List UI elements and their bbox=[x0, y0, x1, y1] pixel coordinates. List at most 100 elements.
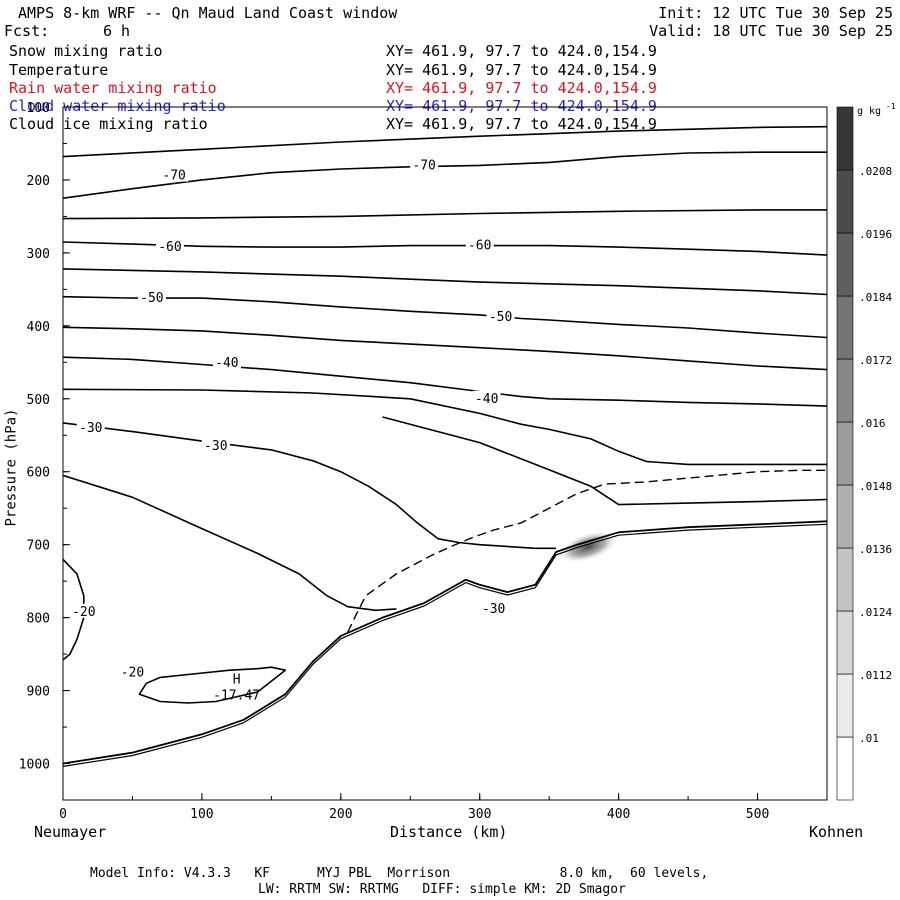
terrain-line-lower bbox=[63, 523, 827, 767]
isotherm-contour bbox=[63, 474, 397, 612]
y-axis-title: Pressure (hPa) bbox=[3, 408, 20, 527]
colorbar-segment bbox=[836, 673, 854, 738]
colorbar-label: .0112 bbox=[859, 669, 892, 682]
legend-name-rain: Rain water mixing ratio bbox=[9, 79, 217, 97]
y-tick-label: 1000 bbox=[19, 758, 50, 773]
y-tick-label: 400 bbox=[27, 320, 50, 335]
colorbar-label: .0124 bbox=[859, 606, 892, 619]
x-tick-label: 100 bbox=[190, 807, 213, 822]
legend-name-temperature: Temperature bbox=[9, 61, 109, 79]
contour-label: -20 bbox=[121, 665, 144, 680]
legend-name-cloud-water: Cloud water mixing ratio bbox=[9, 97, 226, 115]
y-tick-label: 800 bbox=[27, 612, 50, 627]
colorbar-segment bbox=[836, 610, 854, 675]
dashed-contour bbox=[347, 469, 827, 633]
colorbar-segment bbox=[836, 232, 854, 297]
y-tick-label: 100 bbox=[27, 101, 50, 116]
contour-label-bg bbox=[118, 664, 147, 679]
contour-label: -40 bbox=[215, 356, 238, 371]
isotherm-contour bbox=[63, 151, 827, 199]
colorbar-segment bbox=[836, 421, 854, 486]
contour-label: -30 bbox=[482, 602, 505, 617]
valid-time: Valid: 18 UTC Tue 30 Sep 25 bbox=[649, 22, 893, 40]
colorbar-segment bbox=[836, 736, 854, 801]
isotherm-contour bbox=[138, 666, 287, 704]
plot-frame bbox=[62, 106, 828, 801]
contour-label: -60 bbox=[158, 240, 181, 255]
shaded-mixing-ratio-region bbox=[557, 530, 619, 564]
y-tick-label: 300 bbox=[27, 247, 50, 262]
model-info-line2: LW: RRTM SW: RRTMG DIFF: simple KM: 2D S… bbox=[258, 882, 626, 897]
contour-label-bg bbox=[486, 309, 515, 324]
colorbar-segment bbox=[836, 169, 854, 234]
y-tick-label: 200 bbox=[27, 174, 50, 189]
isotherm-contour bbox=[63, 295, 827, 339]
y-tick-label: 600 bbox=[27, 466, 50, 481]
colorbar-segment bbox=[836, 484, 854, 549]
x-axis-title: Distance (km) bbox=[390, 823, 508, 841]
model-info-line1: Model Info: V4.3.3 KF MYJ PBL Morrison 8… bbox=[90, 866, 709, 881]
annotation-label: H bbox=[233, 672, 241, 687]
isotherm-contour bbox=[63, 356, 827, 407]
colorbar-label: .016 bbox=[859, 417, 886, 430]
contour-label: -30 bbox=[204, 439, 227, 454]
isotherm-contour bbox=[63, 326, 827, 371]
contour-label-bg bbox=[160, 167, 189, 182]
isotherm-contour bbox=[63, 125, 827, 158]
contour-label-bg bbox=[155, 239, 184, 254]
init-time: Init: 12 UTC Tue 30 Sep 25 bbox=[658, 4, 893, 22]
contour-label-bg bbox=[472, 390, 501, 405]
y-tick-label: 700 bbox=[27, 539, 50, 554]
colorbar-label: .0172 bbox=[859, 354, 892, 367]
contour-label-bg bbox=[465, 237, 494, 252]
contour-label: -70 bbox=[162, 169, 185, 184]
colorbar-unit-exponent: -1 bbox=[886, 102, 896, 111]
colorbar-label: .0136 bbox=[859, 543, 892, 556]
y-tick-label: 500 bbox=[27, 393, 50, 408]
contour-label-bg bbox=[201, 438, 230, 453]
x-tick-label: 200 bbox=[329, 807, 352, 822]
colorbar-segment bbox=[836, 358, 854, 423]
x-tick-label: 300 bbox=[468, 807, 491, 822]
isotherm-contour bbox=[382, 416, 827, 506]
contour-label: -40 bbox=[475, 392, 498, 407]
colorbar-segment bbox=[836, 106, 854, 171]
legend-xy-rain: XY= 461.9, 97.7 to 424.0,154.9 bbox=[386, 79, 657, 97]
x-endpoint-right: Kohnen bbox=[809, 823, 864, 841]
forecast-hours: 6 h bbox=[103, 22, 131, 40]
colorbar-label: .0196 bbox=[859, 228, 892, 241]
isotherm-contour bbox=[63, 209, 827, 220]
legend-xy-cloud-water: XY= 461.9, 97.7 to 424.0,154.9 bbox=[386, 97, 657, 115]
contour-label: -20 bbox=[72, 605, 95, 620]
x-tick-label: 400 bbox=[607, 807, 630, 822]
x-tick-label: 0 bbox=[59, 807, 67, 822]
map-title: AMPS 8-km WRF -- Qn Maud Land Coast wind… bbox=[18, 4, 398, 22]
terrain-line bbox=[63, 520, 827, 765]
isotherm-contour bbox=[63, 422, 557, 550]
colorbar-label: .0208 bbox=[859, 165, 892, 178]
isotherm-contour bbox=[63, 241, 827, 256]
legend-name-cloud-ice: Cloud ice mixing ratio bbox=[9, 115, 208, 133]
colorbar-label: .01 bbox=[859, 732, 879, 745]
contour-label-bg bbox=[69, 603, 98, 618]
contour-label: -60 bbox=[468, 239, 491, 254]
forecast-label: Fcst: bbox=[4, 22, 50, 40]
x-endpoint-left: Neumayer bbox=[34, 823, 107, 841]
y-tick-label: 900 bbox=[27, 685, 50, 700]
colorbar-unit: g kg bbox=[857, 106, 881, 117]
isotherm-contour bbox=[63, 268, 827, 296]
colorbar-label: .0148 bbox=[859, 480, 892, 493]
contour-label-bg bbox=[212, 355, 241, 370]
legend-xy-cloud-ice: XY= 461.9, 97.7 to 424.0,154.9 bbox=[386, 115, 657, 133]
colorbar-segment bbox=[836, 295, 854, 360]
contour-label: -70 bbox=[412, 158, 435, 173]
isotherm-contour bbox=[63, 388, 827, 466]
contour-label: -50 bbox=[140, 291, 163, 306]
legend-xy-temperature: XY= 461.9, 97.7 to 424.0,154.9 bbox=[386, 61, 657, 79]
colorbar-segment bbox=[836, 547, 854, 612]
contour-label: -50 bbox=[489, 310, 512, 325]
contour-label-bg bbox=[137, 290, 166, 305]
annotation-label: -17.47 bbox=[213, 688, 260, 703]
contour-label-bg bbox=[76, 419, 105, 434]
